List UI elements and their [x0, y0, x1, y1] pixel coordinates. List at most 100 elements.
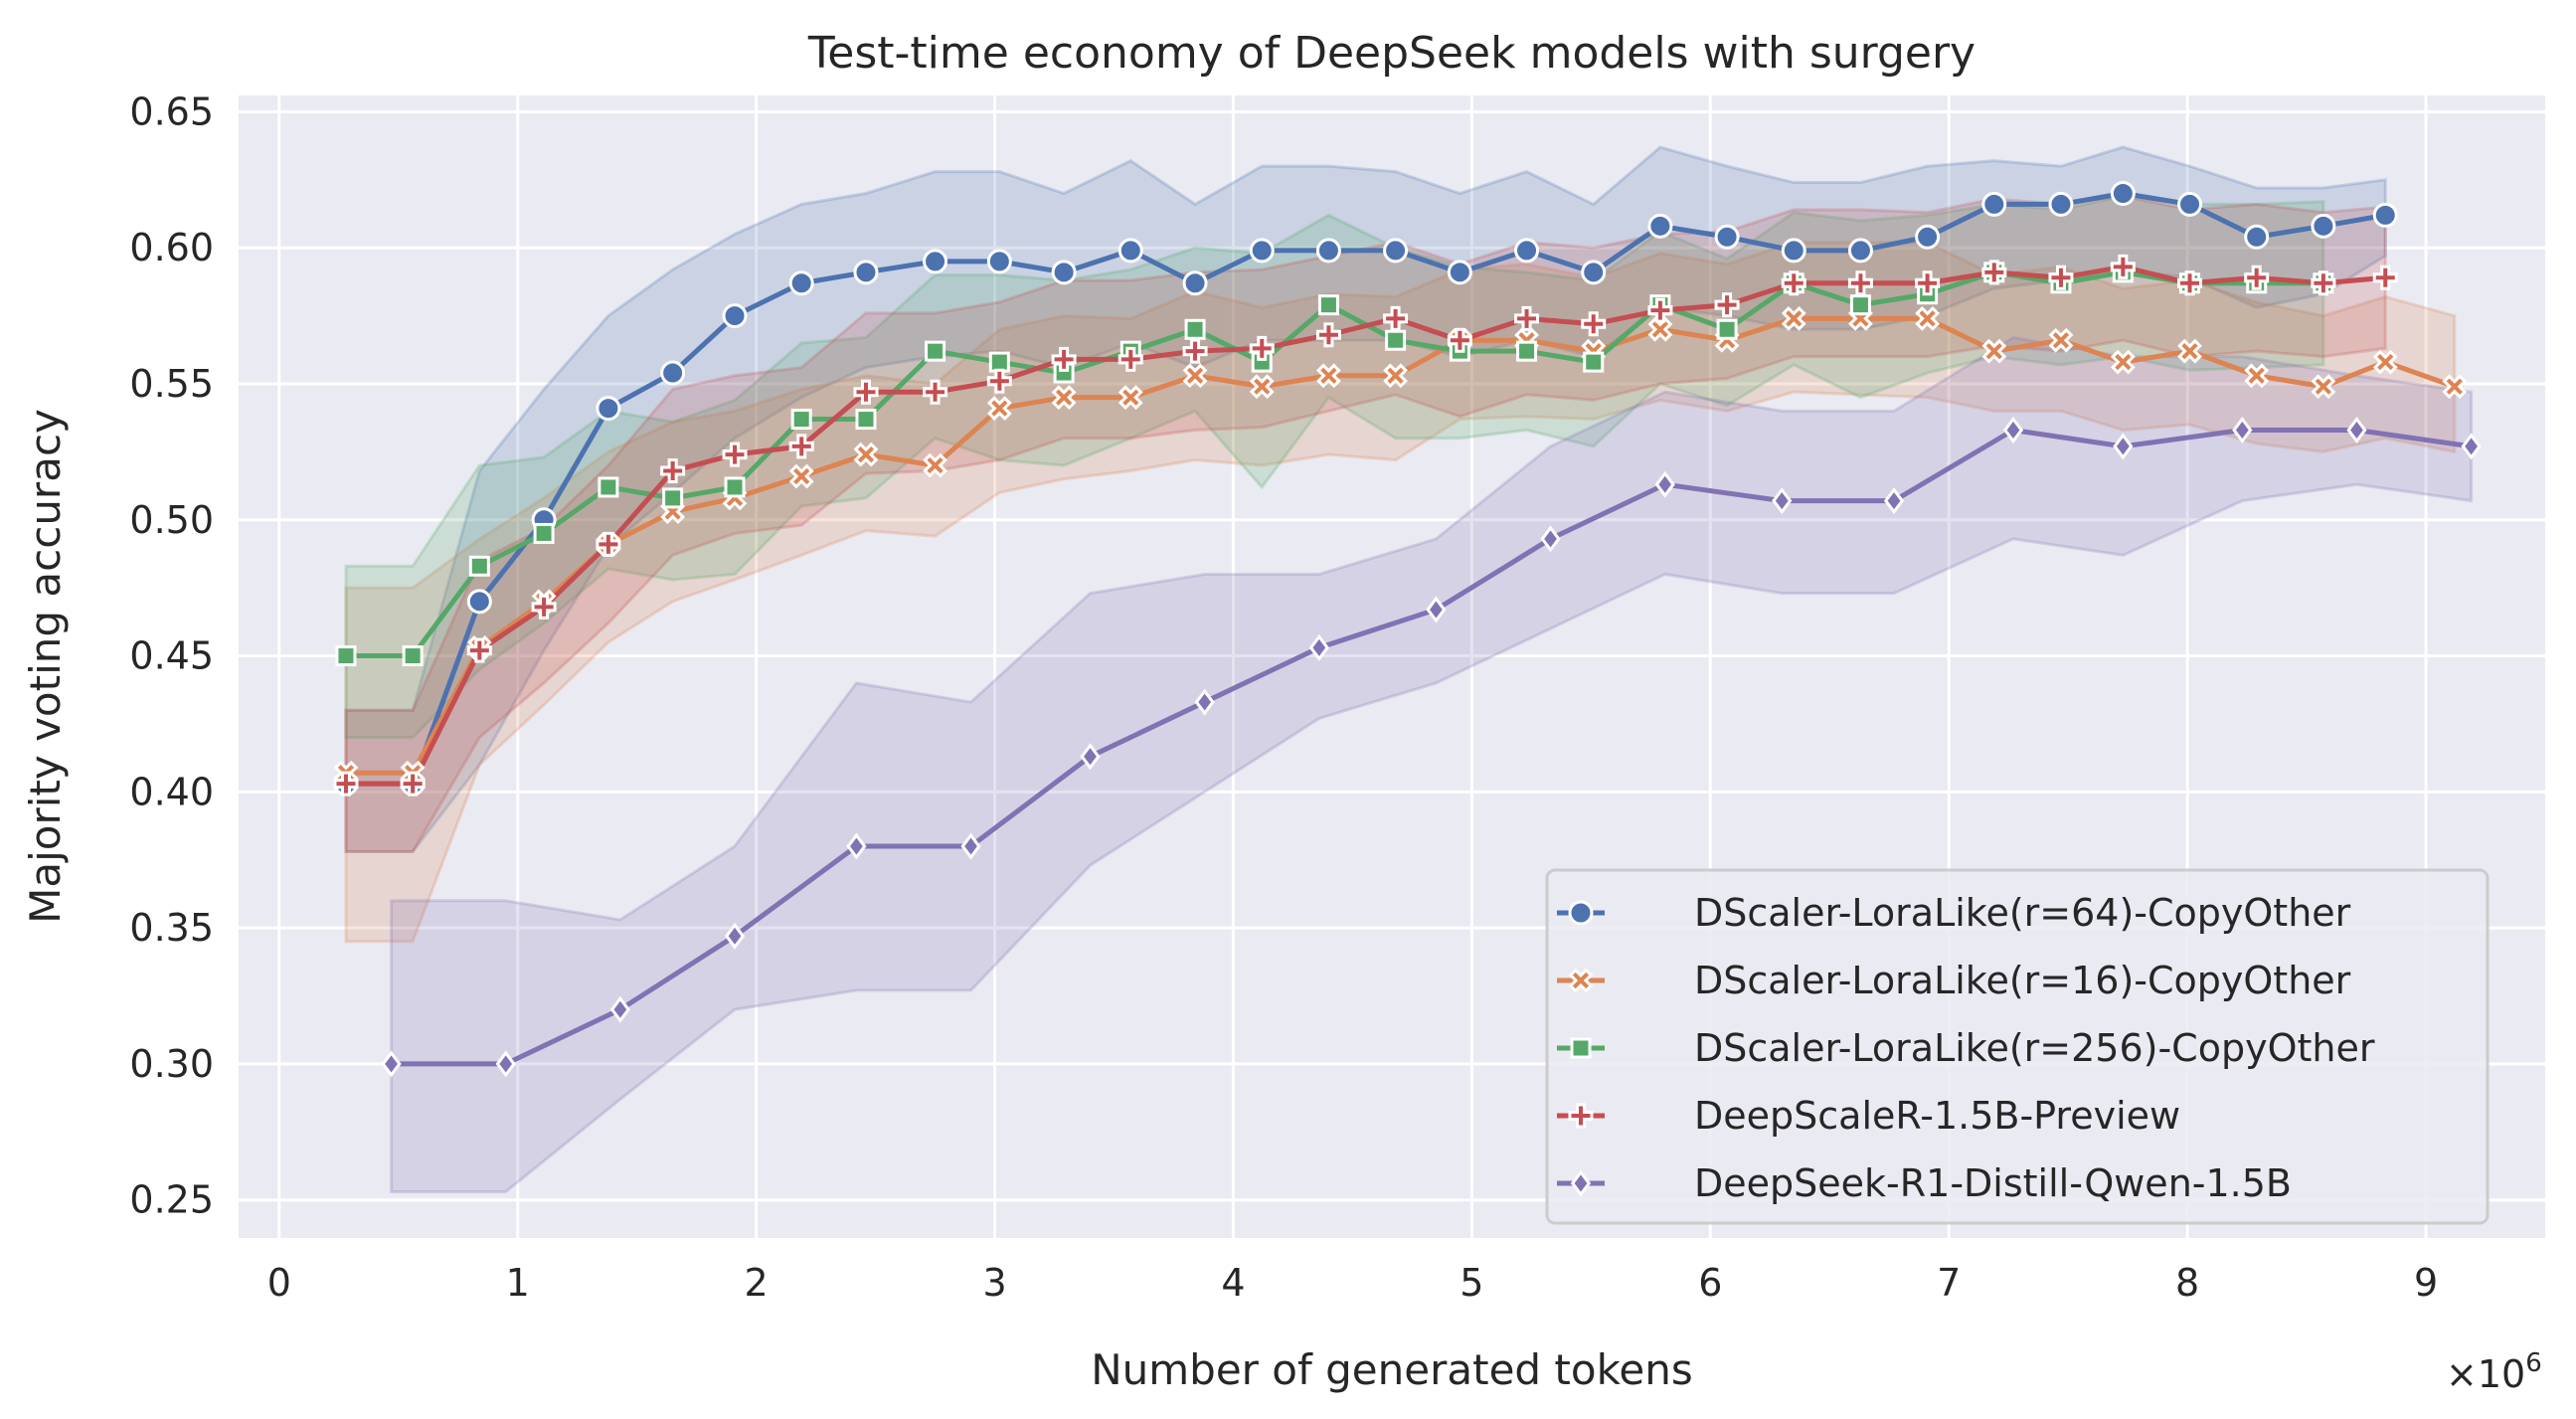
data-point — [986, 249, 1012, 274]
data-point — [466, 589, 492, 615]
data-point — [855, 409, 877, 431]
data-point — [533, 522, 555, 544]
data-point — [1080, 743, 1101, 771]
data-point — [1915, 270, 1941, 296]
data-point — [662, 487, 684, 509]
data-point — [853, 379, 879, 405]
data-point — [925, 340, 946, 362]
legend-label: DeepScaleR-1.5B-Preview — [1694, 1094, 2180, 1138]
data-point — [722, 303, 748, 329]
data-point — [1647, 213, 1673, 239]
data-point — [1447, 260, 1472, 285]
data-point — [923, 249, 948, 274]
legend-item: DScaler-LoraLike(r=64)-CopyOther — [1557, 891, 2351, 935]
data-point — [1647, 316, 1673, 342]
data-point — [2110, 349, 2136, 375]
data-point — [853, 260, 879, 285]
data-point — [1516, 340, 1538, 362]
x-tick-label: 9 — [2414, 1261, 2438, 1305]
data-point — [788, 270, 814, 296]
data-point — [1714, 292, 1740, 318]
data-point — [2177, 270, 2203, 296]
data-point — [1716, 318, 1738, 340]
x-tick-label: 6 — [1698, 1261, 1722, 1305]
data-point — [1581, 260, 1607, 285]
data-point — [2177, 191, 2203, 217]
legend-item: DScaler-LoraLike(r=256)-CopyOther — [1557, 1026, 2375, 1070]
data-point — [988, 351, 1010, 373]
data-point — [468, 555, 490, 577]
data-point — [923, 379, 948, 405]
data-point — [1540, 525, 1561, 553]
legend-label: DScaler-LoraLike(r=16)-CopyOther — [1694, 959, 2351, 1002]
y-tick-label: 0.25 — [129, 1178, 214, 1222]
x-multiplier-label: ×106 — [2446, 1348, 2542, 1396]
legend-label: DeepSeek-R1-Distill-Qwen-1.5B — [1694, 1161, 2292, 1205]
chart-title: Test-time economy of DeepSeek models wit… — [807, 28, 1975, 79]
data-point — [1383, 363, 1408, 389]
series-markers — [333, 180, 2482, 1078]
data-point — [1184, 318, 1206, 340]
data-point — [2346, 416, 2367, 443]
data-point — [1847, 270, 1873, 296]
data-point — [1514, 238, 1540, 264]
data-point — [1426, 596, 1447, 623]
data-point — [960, 832, 981, 860]
data-point — [1849, 294, 1871, 316]
data-point — [790, 409, 812, 431]
data-point — [853, 442, 879, 467]
y-tick-label: 0.35 — [129, 906, 214, 950]
legend-item: DeepScaleR-1.5B-Preview — [1557, 1094, 2180, 1138]
legend-marker-icon — [1568, 1103, 1594, 1129]
legend-label: DScaler-LoraLike(r=256)-CopyOther — [1694, 1026, 2375, 1070]
data-point — [2311, 213, 2336, 239]
data-point — [402, 645, 424, 667]
x-tick-label: 3 — [982, 1261, 1006, 1305]
data-point — [986, 396, 1012, 421]
data-point — [596, 531, 621, 557]
data-point — [1781, 238, 1806, 264]
data-point — [1249, 374, 1275, 400]
legend-marker-icon — [1570, 1037, 1592, 1059]
y-tick-label: 0.65 — [129, 89, 214, 133]
data-point — [495, 1050, 516, 1078]
data-point — [2372, 265, 2398, 290]
data-point — [1182, 270, 1208, 296]
data-point — [1383, 238, 1409, 264]
x-tick-label: 4 — [1221, 1261, 1245, 1305]
data-point — [1315, 322, 1341, 348]
x-tick-label: 7 — [1937, 1261, 1961, 1305]
data-point — [609, 995, 630, 1023]
data-point — [660, 360, 686, 386]
data-point — [1315, 238, 1341, 264]
data-point — [1915, 224, 1941, 250]
data-point — [1772, 487, 1793, 515]
data-point — [598, 476, 619, 498]
data-point — [2244, 224, 2270, 250]
data-point — [2311, 270, 2336, 296]
data-point — [2002, 416, 2024, 443]
data-point — [400, 771, 426, 797]
legend-item: DeepSeek-R1-Distill-Qwen-1.5B — [1557, 1161, 2292, 1205]
x-multiplier-exp: 6 — [2525, 1348, 2542, 1378]
data-point — [335, 645, 357, 667]
data-point — [846, 832, 867, 860]
data-point — [2110, 180, 2136, 206]
data-point — [2244, 265, 2270, 290]
data-point — [466, 637, 492, 663]
y-tick-label: 0.50 — [129, 498, 214, 542]
data-point — [1308, 633, 1329, 661]
data-point — [1581, 311, 1607, 337]
data-point — [1981, 260, 2007, 285]
data-point — [1051, 385, 1077, 411]
data-point — [2311, 374, 2336, 400]
x-tick-label: 8 — [2175, 1261, 2199, 1305]
data-point — [333, 771, 359, 797]
data-point — [2048, 191, 2074, 217]
data-point — [1915, 305, 1940, 331]
data-point — [1583, 351, 1605, 373]
data-point — [1654, 470, 1675, 498]
data-point — [2048, 327, 2074, 353]
confidence-band — [344, 145, 2387, 854]
confidence-band — [344, 194, 2387, 854]
